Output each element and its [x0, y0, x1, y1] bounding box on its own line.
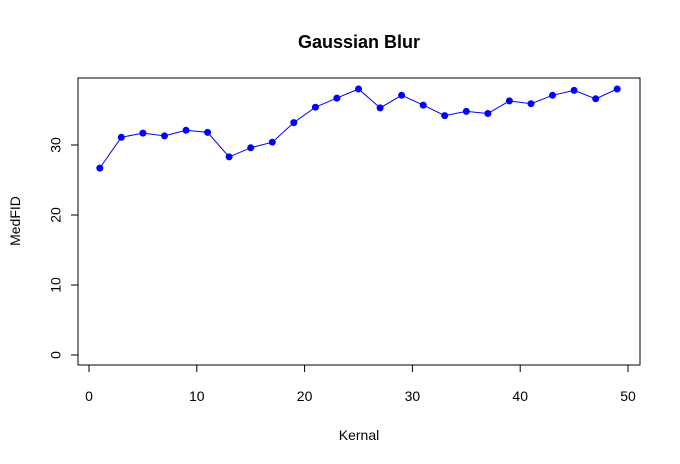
x-tick-label: 40: [512, 388, 528, 404]
data-point: [268, 138, 276, 146]
data-point: [441, 112, 449, 120]
data-point: [592, 95, 600, 103]
plot-frame: [77, 77, 641, 366]
x-tick-label: 50: [620, 388, 636, 404]
x-axis-label: Kernal: [339, 427, 379, 443]
x-tick-label: 20: [297, 388, 313, 404]
data-point: [333, 94, 341, 102]
series-line: [99, 88, 618, 169]
x-tick-label: 10: [189, 388, 205, 404]
data-point: [398, 91, 406, 99]
data-point: [570, 86, 578, 94]
data-point: [161, 132, 168, 140]
data-point: [419, 101, 427, 109]
data-point: [182, 126, 190, 134]
data-point: [139, 129, 147, 137]
x-tick-label: 30: [405, 388, 421, 404]
y-tick-label: 0: [48, 351, 64, 359]
y-tick-label: 30: [48, 137, 64, 153]
y-axis-label: MedFID: [7, 196, 23, 246]
y-tick-label: 20: [48, 207, 64, 223]
data-point: [376, 104, 384, 112]
chart-title: Gaussian Blur: [298, 32, 420, 52]
data-point: [290, 119, 298, 127]
data-point: [247, 144, 255, 152]
series-layer: [96, 85, 621, 172]
data-point: [225, 153, 233, 161]
data-point: [613, 85, 621, 93]
data-point: [355, 85, 362, 93]
data-point: [311, 103, 319, 111]
data-point: [527, 100, 535, 108]
data-point: [96, 164, 104, 172]
data-point: [484, 110, 492, 117]
y-tick-label: 10: [48, 277, 64, 293]
x-axis: 0 10 20 30 40 50: [85, 364, 636, 404]
data-point: [117, 133, 125, 141]
data-point: [549, 91, 556, 99]
y-axis: 0 10 20 30: [48, 137, 79, 359]
data-point: [505, 97, 513, 105]
x-tick-label: 0: [85, 388, 93, 404]
data-point: [462, 107, 470, 115]
data-point: [204, 128, 212, 136]
